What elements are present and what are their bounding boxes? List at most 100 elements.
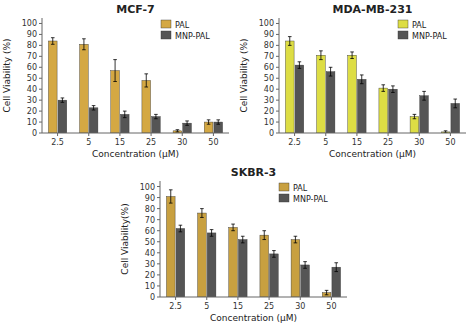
y-tick-label: 40 [27, 85, 37, 94]
x-axis-line [279, 133, 466, 134]
legend-label: MNP-PAL [175, 32, 210, 41]
x-tick-label: 5 [86, 138, 91, 147]
error-bar [262, 231, 266, 240]
bar [80, 44, 89, 133]
error-bar [391, 86, 395, 93]
x-tick [450, 133, 451, 136]
bar [58, 100, 67, 133]
y-tick-label: 10 [145, 282, 155, 291]
bar [238, 240, 247, 297]
legend: PALMNP-PAL [398, 20, 447, 41]
x-tick [388, 133, 389, 136]
y-tick-label: 20 [27, 107, 37, 116]
error-bar [325, 290, 329, 294]
bar [198, 213, 207, 297]
x-tick-label: 15 [233, 302, 243, 311]
y-axis-line [42, 18, 43, 133]
x-axis-line [42, 133, 229, 134]
bar [317, 55, 326, 133]
y-tick-label: 50 [145, 238, 155, 247]
legend: PALMNP-PAL [161, 20, 210, 41]
error-bar [82, 39, 86, 50]
y-axis-label: Cell Viability (%) [2, 38, 12, 112]
x-tick [356, 133, 357, 136]
legend-label: MNP-PAL [293, 195, 328, 204]
y-tick-label: 90 [145, 194, 155, 203]
x-tick-label: 30 [414, 138, 424, 147]
error-bar [453, 99, 457, 108]
legend: PAL MNP-PAL [279, 183, 328, 204]
error-bar [303, 262, 307, 269]
x-axis-label: Concentration (μM) [92, 149, 179, 159]
x-tick [175, 297, 176, 300]
x-tick [151, 133, 152, 136]
y-tick-label: 80 [27, 41, 37, 50]
error-bar [241, 236, 245, 243]
error-bar [200, 209, 204, 218]
error-bar [113, 60, 117, 82]
x-tick-label: 30 [295, 302, 305, 311]
x-tick [300, 297, 301, 300]
title: MDA-MB-231 [332, 3, 412, 16]
x-tick-label: 15 [115, 138, 125, 147]
y-tick-label: 10 [27, 118, 37, 127]
x-tick-label: 2.5 [169, 302, 182, 311]
bar [326, 72, 335, 133]
bar [207, 233, 216, 297]
error-bar [288, 37, 292, 46]
y-tick-label: 70 [264, 52, 274, 61]
x-tick-label: 25 [264, 302, 274, 311]
error-bar [294, 236, 298, 243]
y-tick-label: 100 [140, 183, 155, 192]
x-tick-label: 50 [326, 302, 336, 311]
y-tick-label: 80 [264, 41, 274, 50]
y-tick-label: 30 [145, 260, 155, 269]
error-bar [334, 263, 338, 272]
y-tick-label: 70 [145, 216, 155, 225]
legend-swatch [398, 31, 408, 39]
x-tick-label: 50 [445, 138, 455, 147]
x-tick [419, 133, 420, 136]
error-bar [216, 120, 220, 124]
plot-area [48, 38, 222, 133]
x-tick [213, 133, 214, 136]
title: SKBR-3 [231, 166, 277, 179]
y-tick-label: 40 [145, 249, 155, 258]
legend-swatch [398, 20, 408, 28]
error-bar [207, 120, 211, 124]
x-tick [269, 297, 270, 300]
x-tick-label: 25 [146, 138, 156, 147]
x-tick [88, 133, 89, 136]
y-tick-label: 60 [27, 63, 37, 72]
y-tick-label: 60 [145, 227, 155, 236]
legend-swatch [279, 194, 289, 202]
error-bar [92, 106, 96, 110]
bar [348, 55, 357, 133]
legend-swatch [161, 31, 171, 39]
bar [89, 108, 98, 133]
y-tick-label: 0 [32, 129, 37, 138]
y-tick-label: 10 [264, 118, 274, 127]
legend-label: PAL [412, 21, 427, 30]
error-bar [298, 62, 302, 69]
x-tick-label: 2.5 [51, 138, 64, 147]
bar [420, 96, 429, 133]
bar [291, 240, 300, 297]
error-bar [154, 114, 158, 118]
bar [389, 89, 398, 133]
bar [270, 254, 279, 297]
error-bar [51, 38, 55, 45]
bar [301, 265, 310, 297]
error-bar [329, 67, 333, 76]
legend-label: PAL [293, 184, 308, 193]
y-tick-label: 20 [264, 107, 274, 116]
bar [229, 227, 238, 297]
y-tick-label: 100 [259, 19, 274, 28]
x-axis-line [160, 297, 347, 298]
error-bar [272, 251, 276, 258]
x-tick [57, 133, 58, 136]
x-tick-label: 30 [177, 138, 187, 147]
error-bar [185, 121, 189, 125]
error-bar [231, 224, 235, 231]
bar [142, 80, 151, 133]
